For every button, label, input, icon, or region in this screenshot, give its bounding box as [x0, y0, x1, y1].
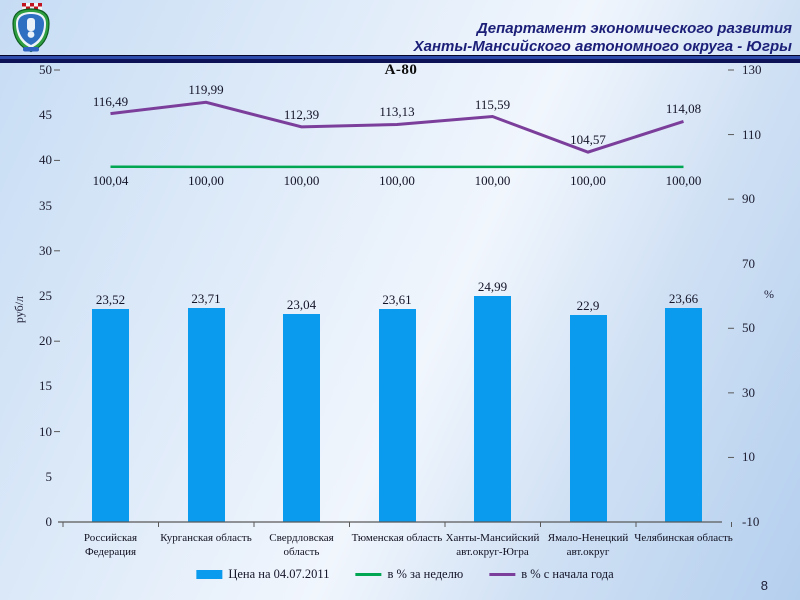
left-axis-tick-label: 40	[39, 152, 52, 168]
year-percent-label: 113,13	[379, 104, 415, 120]
chart-title: А-80	[384, 62, 418, 78]
year-percent-label: 119,99	[188, 82, 224, 98]
legend-label-price: Цена на 04.07.2011	[228, 567, 330, 581]
category-label: Челябинская область	[634, 532, 733, 544]
left-axis-tick-label: 50	[39, 62, 52, 77]
left-axis-tick-label: 10	[39, 423, 52, 439]
right-axis-tick-label: 30	[742, 384, 755, 400]
legend-label-year: в % с начала года	[521, 567, 614, 581]
week-percent-label: 100,00	[188, 172, 224, 188]
category-label: Свердловская область	[269, 532, 334, 559]
legend-item-price: Цена на 04.07.2011	[196, 567, 329, 582]
right-axis-tick-label: 10	[742, 449, 755, 465]
page-number: 8	[760, 578, 768, 593]
bar-value-label: 22,9	[576, 297, 600, 313]
right-axis-tick-label: 70	[742, 255, 755, 271]
price-bar	[569, 314, 607, 522]
category-label: Ханты-Мансийский авт.округ-Югра	[445, 532, 540, 559]
bar-value-label: 23,66	[668, 291, 699, 307]
right-axis-title: %	[764, 287, 774, 301]
right-axis-tick-label: 110	[742, 126, 762, 142]
week-percent-label: 100,00	[570, 172, 606, 188]
year-percent-label: 112,39	[283, 106, 320, 122]
year-percent-label: 114,08	[665, 101, 702, 117]
week-percent-label: 100,00	[283, 172, 320, 188]
bar-value-label: 23,52	[95, 292, 126, 308]
price-bar	[92, 309, 129, 522]
price-bar	[474, 296, 511, 522]
bar-value-label: 24,99	[477, 279, 508, 295]
department-title-line2: Ханты-Мансийского автономного округа - Ю…	[413, 37, 792, 55]
week-percent-label: 100,00	[379, 172, 415, 188]
coat-of-arms-logo	[12, 3, 50, 53]
category-label: Российская Федерация	[83, 532, 138, 559]
price-bar	[283, 313, 320, 522]
header-divider	[0, 55, 800, 63]
left-axis-tick-label: 35	[39, 197, 52, 213]
year-percent-label: 115,59	[474, 96, 511, 112]
year-percent-line	[110, 100, 684, 154]
category-label: Тюменская область	[351, 532, 443, 544]
year-percent-label: 104,57	[570, 132, 606, 148]
left-axis-tick-label: 25	[39, 288, 52, 303]
price-bar	[187, 307, 225, 522]
right-axis-tick-label: 90	[742, 191, 755, 207]
department-title-line1: Департамент экономического развития	[476, 20, 792, 37]
chart-legend: Цена на 04.07.2011 в % за неделю в % с н…	[196, 567, 614, 582]
crown-icon	[22, 3, 42, 10]
left-axis-tick-label: 0	[45, 514, 53, 529]
legend-item-year: в % с начала года	[489, 567, 614, 582]
legend-item-week: в % за неделю	[355, 567, 463, 582]
department-title: Департамент экономического развития Хант…	[414, 20, 792, 55]
price-bar	[665, 308, 702, 522]
slide-header: Департамент экономического развития Хант…	[0, 0, 800, 55]
week-percent-label: 100,00	[665, 172, 702, 188]
year-line-swatch-icon	[489, 573, 516, 576]
week-percent-label: 100,04	[92, 172, 129, 188]
left-axis-tick-label: 5	[45, 468, 53, 484]
right-axis-tick-label: 130	[742, 62, 762, 77]
left-axis-tick-label: 15	[39, 378, 52, 394]
right-axis-tick-label: -10	[742, 514, 760, 529]
category-label: Курганская область	[160, 532, 252, 544]
year-percent-label: 116,49	[92, 93, 129, 109]
week-percent-label: 100,00	[474, 172, 511, 188]
bar-value-label: 23,61	[382, 291, 412, 307]
category-label: Ямало-Ненецкий авт.округ	[547, 532, 629, 559]
bar-value-label: 23,71	[191, 290, 221, 306]
week-line-swatch-icon	[355, 573, 382, 576]
price-bar	[378, 308, 416, 522]
bar-swatch-icon	[196, 570, 223, 579]
legend-label-week: в % за неделю	[387, 567, 464, 581]
left-axis-tick-label: 20	[39, 333, 52, 349]
left-axis-tick-label: 45	[39, 107, 52, 123]
right-axis-tick-label: 50	[742, 320, 755, 336]
left-axis-tick-label: 30	[39, 242, 52, 258]
bar-value-label: 23,04	[286, 296, 317, 312]
